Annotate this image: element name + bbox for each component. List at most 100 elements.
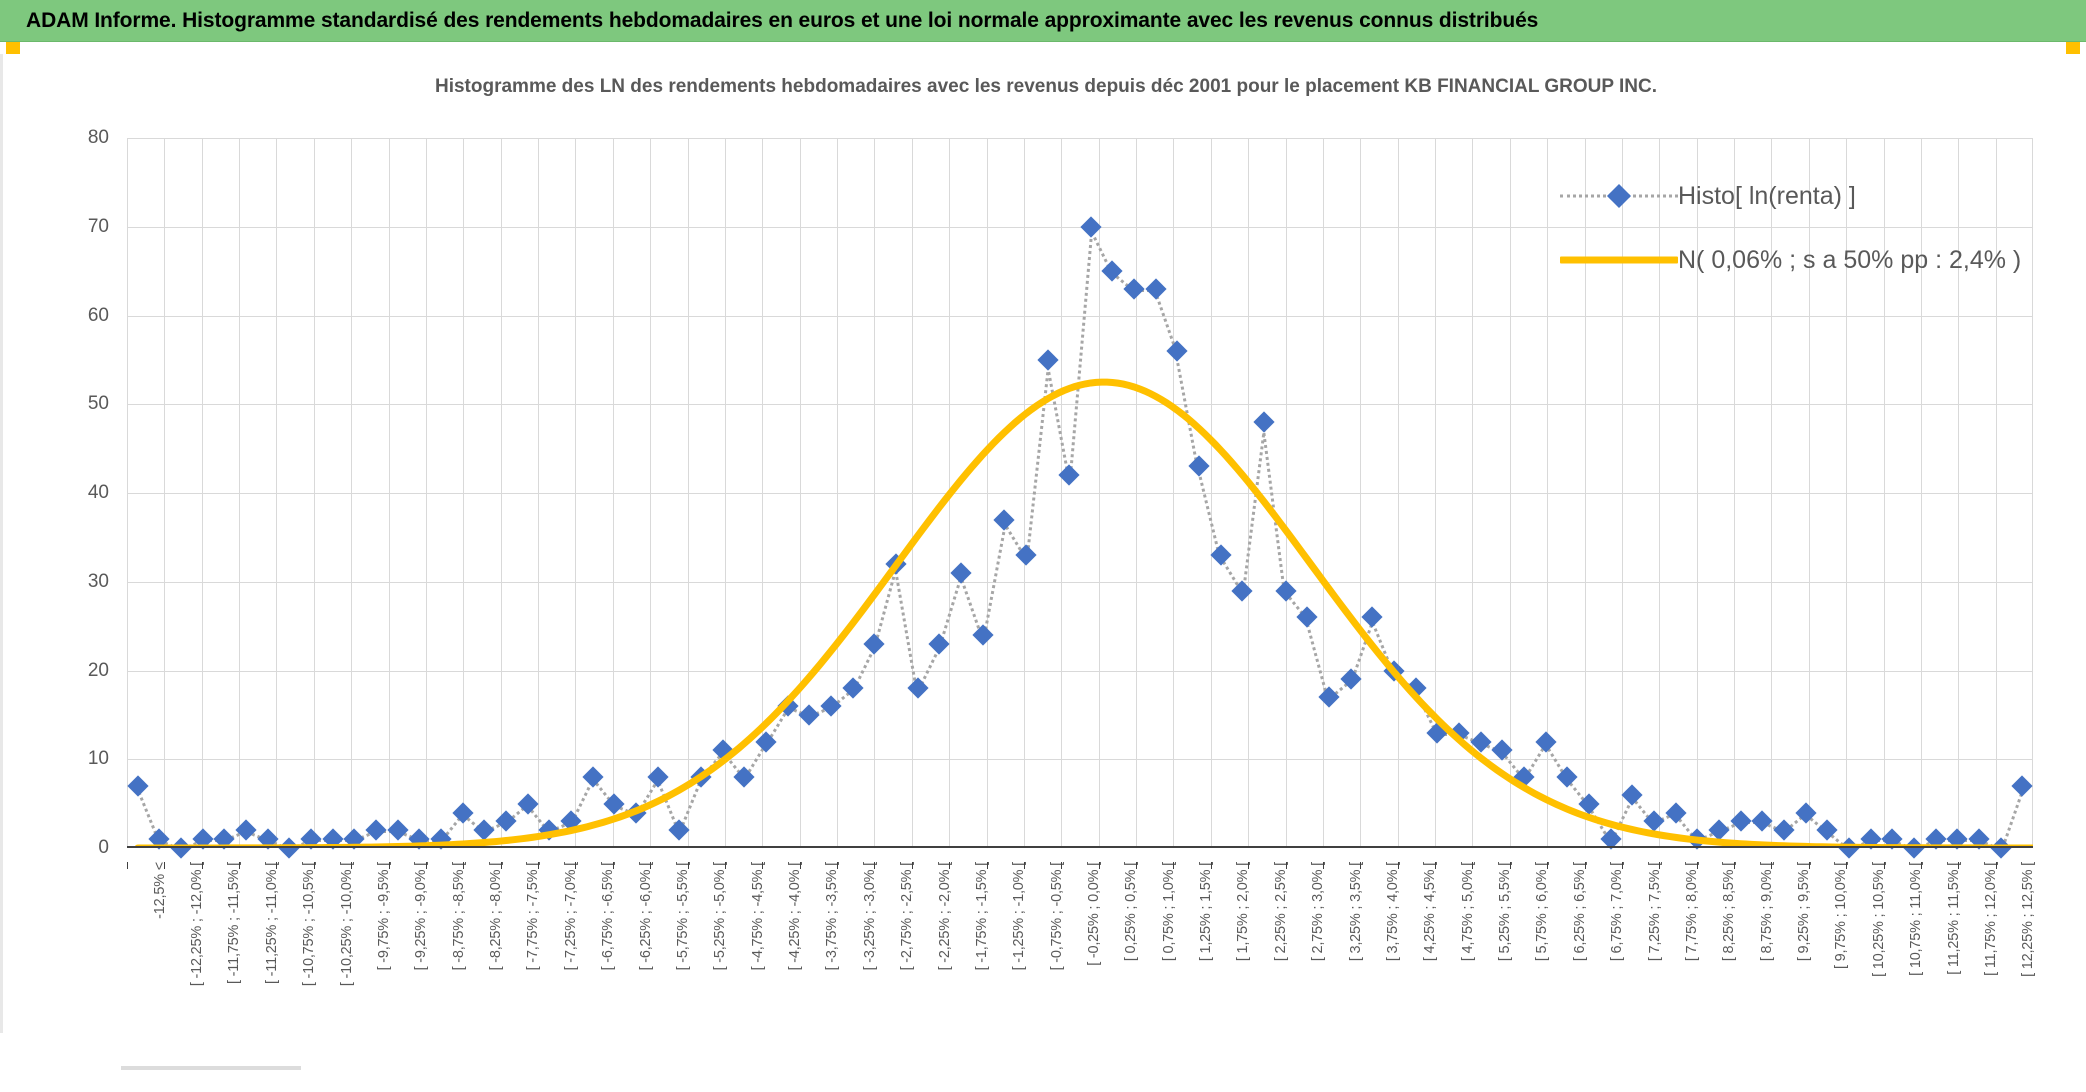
- diamond-marker-icon: [1606, 183, 1632, 209]
- x-axis-tick-label: [ -3,25% ; -3,0% [: [861, 862, 878, 971]
- x-axis-tick-label: [ 4,25% ; 4,5% [: [1422, 862, 1439, 962]
- x-axis-tick-label: [ 7,25% ; 7,5% [: [1646, 862, 1663, 962]
- x-axis-tick-mark: [1136, 862, 1138, 869]
- x-axis-tick-mark: [1808, 862, 1810, 869]
- x-axis-tick-mark: [1734, 862, 1736, 869]
- gridline-vertical: [276, 138, 278, 848]
- chart-legend: Histo[ ln(renta) ] N( 0,06% ; s a 50% pp…: [1560, 164, 2030, 292]
- legend-item-normal[interactable]: N( 0,06% ; s a 50% pp : 2,4% ): [1560, 228, 2030, 292]
- series-connector: [419, 839, 442, 843]
- x-axis-tick-mark: [612, 862, 614, 869]
- x-axis-tick-label: [ -10,25% ; -10,0% [: [338, 862, 355, 987]
- x-axis-tick-mark: [1435, 862, 1437, 869]
- x-axis-tick-label: [ 10,75% ; 11,0% [: [1908, 862, 1925, 976]
- x-axis-tick-mark: [1883, 862, 1885, 869]
- y-axis-tick-label: 30: [87, 570, 109, 592]
- banner-title: ADAM Informe. Histogramme standardisé de…: [26, 8, 1539, 32]
- legend-item-histogram[interactable]: Histo[ ln(renta) ]: [1560, 164, 2030, 228]
- gridline-horizontal: [127, 581, 2033, 583]
- x-axis-tick-label: -12,5% <: [151, 862, 168, 919]
- gridline-vertical: [500, 138, 502, 848]
- gridline-vertical: [1472, 138, 1474, 848]
- gridline-vertical: [1397, 138, 1399, 848]
- gridline-vertical: [1920, 138, 1922, 848]
- x-axis-tick-label: [ 2,25% ; 2,5% [: [1272, 862, 1289, 962]
- legend-key-normal: [1560, 249, 1678, 271]
- series-connector: [332, 839, 355, 843]
- gridline-vertical: [911, 138, 913, 848]
- x-axis-tick-label: [ -5,25% ; -5,0% [: [712, 862, 729, 971]
- x-axis-tick-mark: [276, 862, 278, 869]
- gridline-vertical: [874, 138, 876, 848]
- gridline-horizontal: [127, 138, 2033, 139]
- x-axis-tick-label: [ 6,25% ; 6,5% [: [1571, 862, 1588, 962]
- x-axis-tick-label: [ -11,75% ; -11,5% [: [226, 862, 243, 984]
- gridline-vertical: [1995, 138, 1997, 848]
- x-axis-tick-label: [ 1,25% ; 1,5% [: [1198, 862, 1215, 962]
- gridline-vertical: [1360, 138, 1362, 848]
- gridline-vertical: [612, 138, 614, 848]
- x-axis-tick-mark: [1771, 862, 1773, 869]
- x-axis-tick-mark: [1248, 862, 1250, 869]
- x-axis-tick-label: [ -1,75% ; -1,5% [: [973, 862, 990, 971]
- x-axis-tick-mark: [164, 862, 166, 869]
- x-axis-tick-mark: [425, 862, 427, 869]
- gridline-vertical: [1584, 138, 1586, 848]
- gridline-vertical: [1621, 138, 1623, 848]
- x-axis-tick-mark: [1322, 862, 1324, 869]
- gridline-vertical: [164, 138, 166, 848]
- normal-distribution-curve: [134, 378, 2033, 848]
- x-axis-tick-label: [ -0,25% ; 0,0% [: [1086, 862, 1102, 966]
- x-axis-tick-mark: [388, 862, 390, 869]
- x-axis-tick-mark: [1584, 862, 1586, 869]
- gridline-vertical: [1659, 138, 1661, 848]
- gridline-vertical: [201, 138, 203, 848]
- x-axis-labels: -12,5% < [ -12,25% ; -12,0% [[ -11,75% ; …: [127, 862, 2036, 1092]
- gridline-horizontal: [127, 670, 2033, 672]
- x-axis-tick-mark: [201, 862, 203, 869]
- series-connector: [1870, 839, 1893, 843]
- bottom-strip: [3, 1023, 2086, 1033]
- x-axis-tick-mark: [575, 862, 577, 869]
- x-axis-tick-label: [ 0,75% ; 1,0% [: [1160, 862, 1177, 962]
- legend-label-histogram: Histo[ ln(renta) ]: [1678, 181, 1856, 210]
- x-axis-tick-label: [ -6,25% ; -6,0% [: [637, 862, 654, 971]
- y-axis-tick-label: 80: [87, 127, 109, 148]
- orange-tab-left: [6, 42, 20, 54]
- gridline-vertical: [463, 138, 465, 848]
- x-axis-tick-mark: [313, 862, 315, 869]
- x-axis-tick-label: [ -9,75% ; -9,5% [: [375, 862, 392, 971]
- x-axis-tick-mark: [1920, 862, 1922, 869]
- gridline-horizontal: [127, 759, 2033, 761]
- gridline-horizontal: [127, 315, 2033, 317]
- gridline-vertical: [1734, 138, 1736, 848]
- gridline-vertical: [687, 138, 689, 848]
- x-axis-tick-label: [ 9,25% ; 9,5% [: [1796, 862, 1813, 962]
- x-axis-tick-mark: [500, 862, 502, 869]
- x-axis-tick-label: [ 11,25% ; 11,5% [: [1945, 862, 1962, 975]
- gridline-vertical: [1846, 138, 1848, 848]
- x-axis-tick-mark: [911, 862, 913, 869]
- x-axis-tick-mark: [1360, 862, 1362, 869]
- solid-line-icon: [1560, 256, 1678, 264]
- x-axis-tick-label: [ -4,75% ; -4,5% [: [749, 862, 766, 971]
- y-axis-labels: 0 10 20 30 40 50 60 70 80: [3, 127, 123, 858]
- x-axis-tick-mark: [1397, 862, 1399, 869]
- x-axis-tick-label: [ 1,75% ; 2,0% [: [1235, 862, 1252, 962]
- x-axis-tick-mark: [874, 862, 876, 869]
- x-axis-tick-mark: [239, 862, 241, 869]
- x-axis-tick-label: [ 6,75% ; 7,0% [: [1609, 862, 1626, 962]
- gridline-vertical: [1771, 138, 1773, 848]
- series-connector: [1740, 821, 1763, 825]
- x-axis-tick-label: [ 8,75% ; 9,0% [: [1758, 862, 1775, 962]
- x-axis-tick-label: [ -3,75% ; -3,5% [: [824, 862, 841, 971]
- x-axis-tick-label: [ 4,75% ; 5,0% [: [1459, 862, 1476, 962]
- x-axis-tick-mark: [949, 862, 951, 869]
- x-axis-tick-label: [ 8,25% ; 8,5% [: [1721, 862, 1738, 962]
- series-connector: [1935, 839, 1958, 843]
- x-axis-tick-mark: [650, 862, 652, 869]
- x-axis-tick-mark: [1659, 862, 1661, 869]
- orange-tab-right: [2066, 42, 2080, 54]
- y-axis-tick-label: 50: [87, 393, 109, 415]
- app-banner: ADAM Informe. Histogramme standardisé de…: [0, 0, 2086, 42]
